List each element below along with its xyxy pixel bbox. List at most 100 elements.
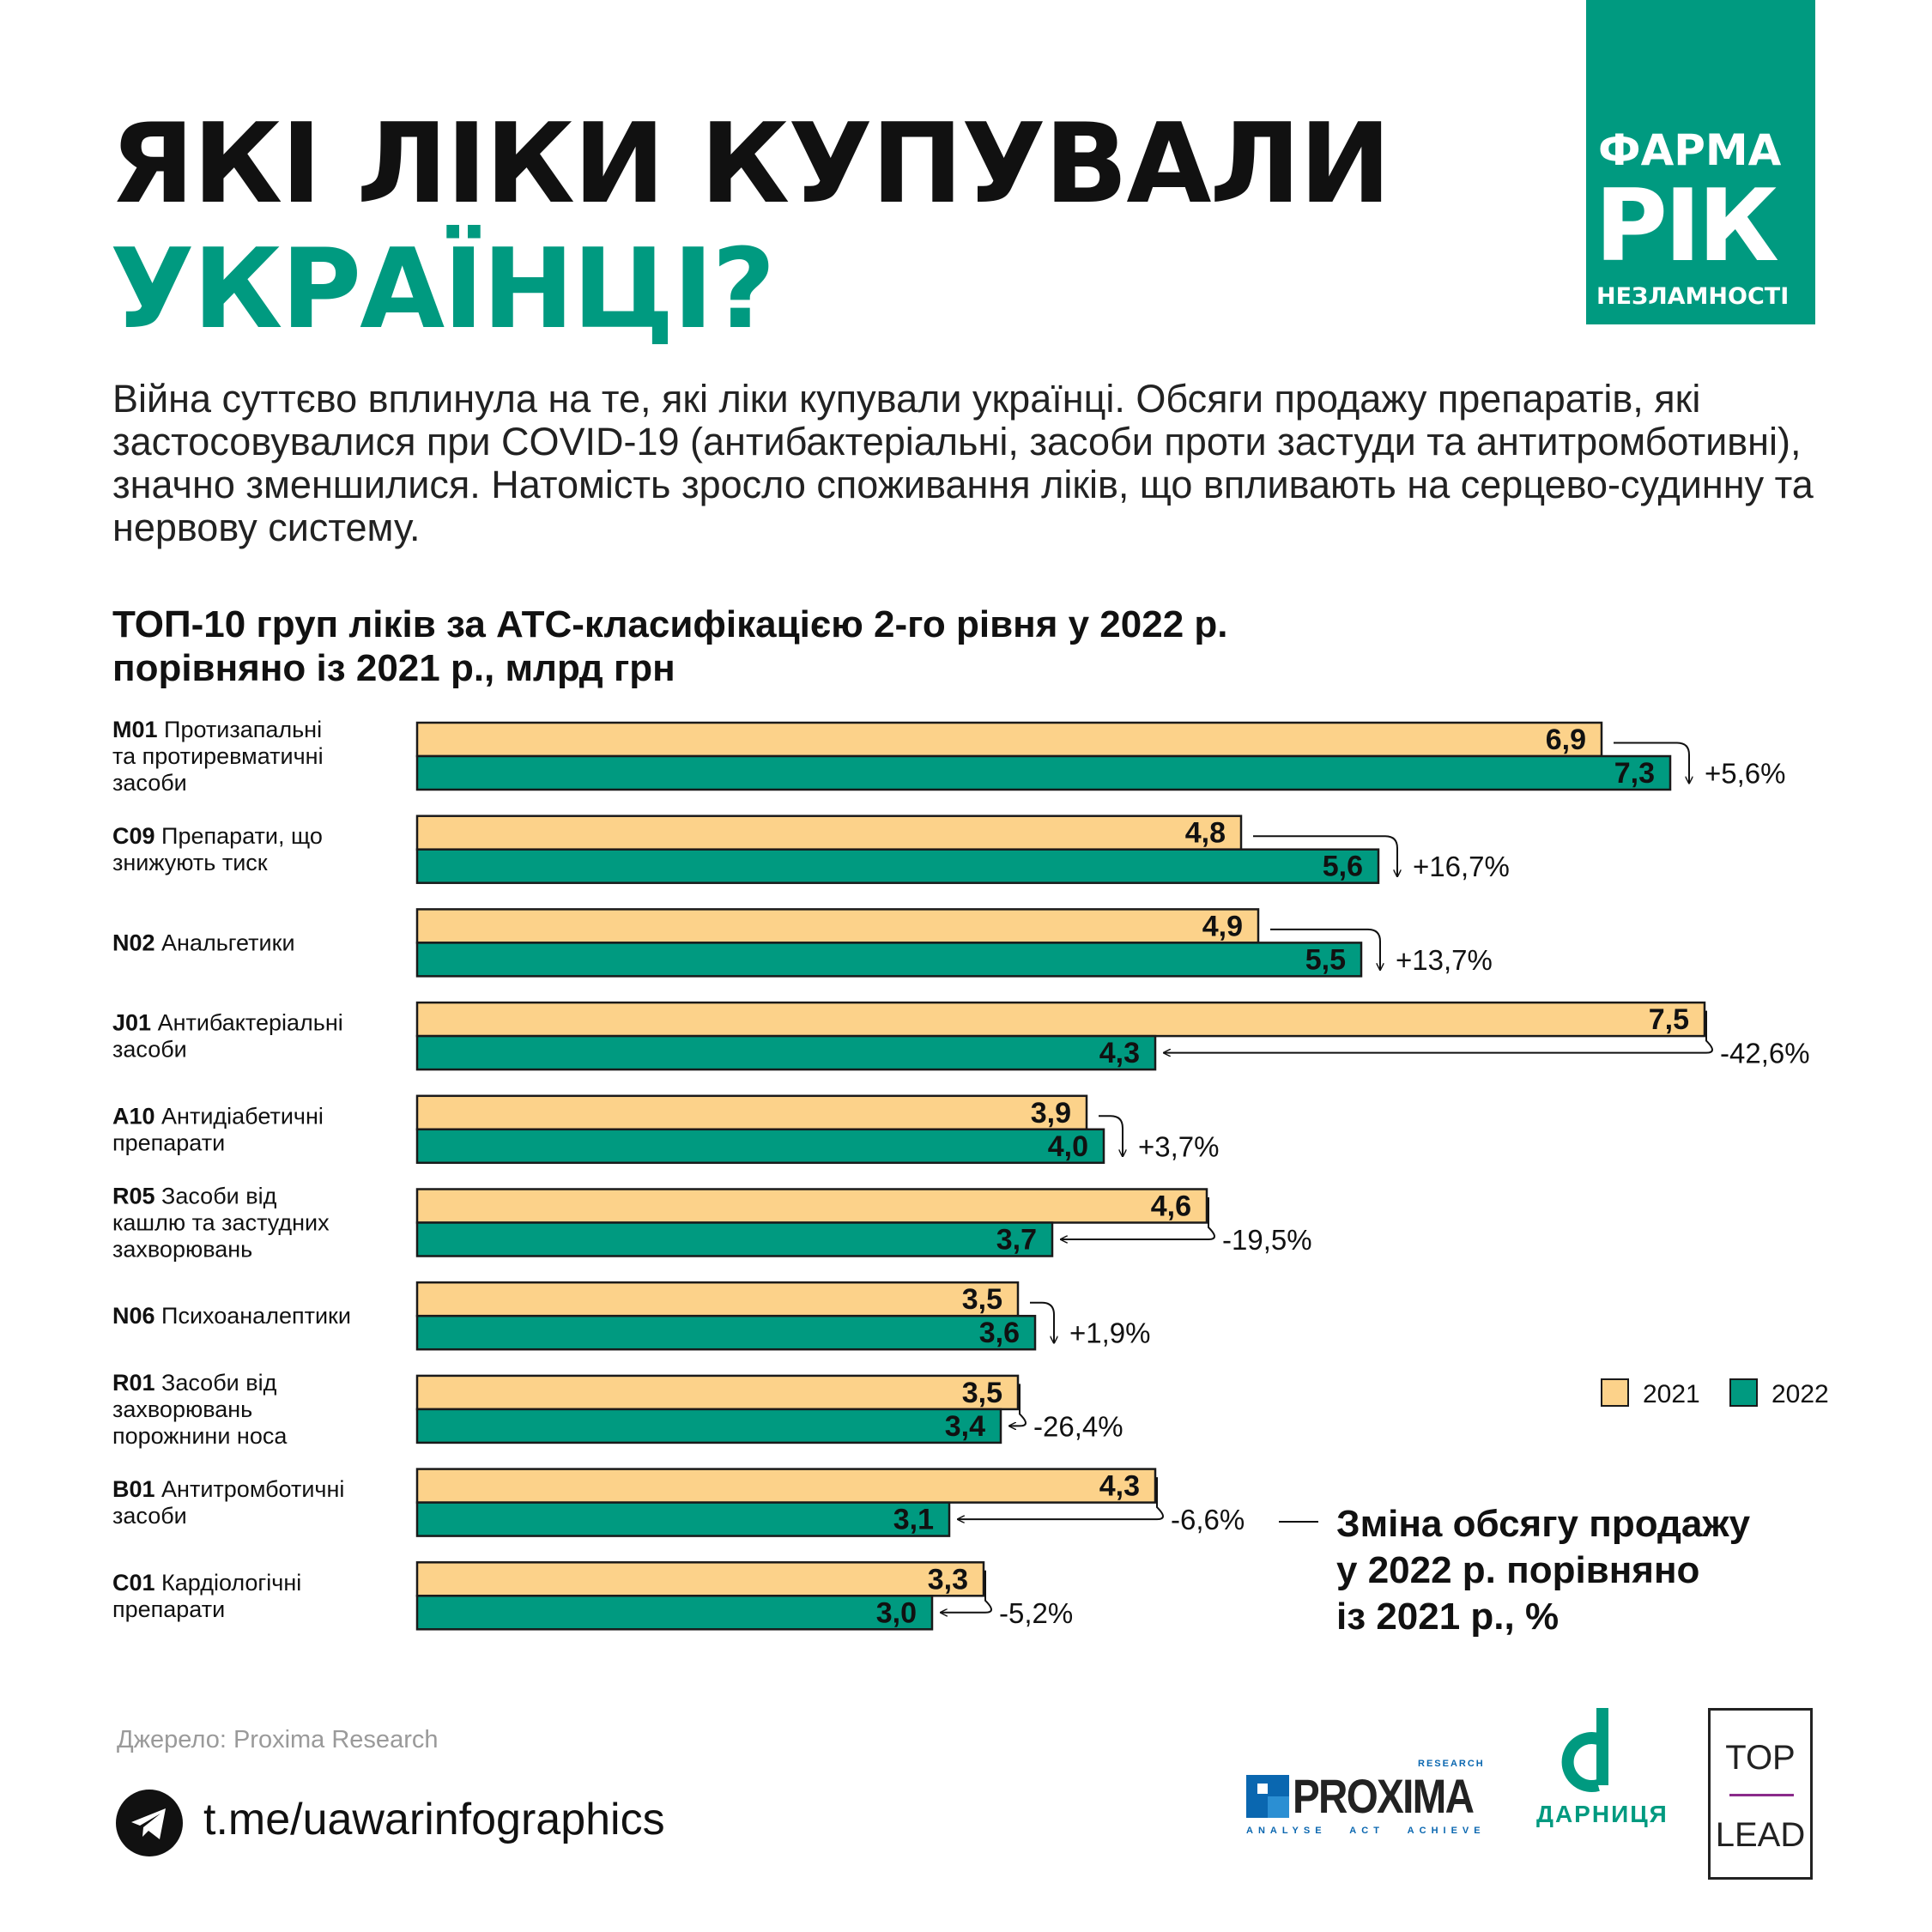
bar-2022 [415,942,1363,978]
change-arrow [941,1570,992,1613]
value-label-2021: 3,3 [928,1563,968,1596]
change-arrow [1099,1115,1123,1156]
top-lead-top: TOP [1725,1739,1796,1777]
value-label-2021: 3,5 [962,1377,1002,1409]
bar-2021 [415,1188,1208,1224]
pharma-year-logo: ФАРМА РІК НЕЗЛАМНОСТІ [1586,0,1815,324]
darnitsa-logo: ДАРНИЦЯ [1536,1708,1674,1832]
bar-2021 [415,1094,1088,1131]
bar-2022 [415,1501,951,1537]
change-label: +1,9% [1069,1317,1151,1349]
bar-2021 [415,1468,1157,1504]
change-label: +16,7% [1413,851,1510,882]
title-line-2: УКРАЇНЦІ? [110,226,776,354]
bar-2021 [415,1561,985,1597]
value-label-2021: 4,9 [1202,910,1243,942]
darnitsa-name: ДАРНИЦЯ [1536,1801,1669,1827]
bar-2021 [415,1001,1706,1038]
value-label-2022: 3,1 [893,1504,934,1536]
value-label-2021: 4,6 [1151,1190,1191,1223]
bar-2021 [415,908,1260,944]
bar-2022 [415,1314,1037,1351]
change-arrow [958,1477,1164,1519]
title-line-1: ЯКІ ЛІКИ КУПУВАЛИ [110,100,1391,228]
category-label: N06 Психоаналептики [112,1303,351,1329]
bar-2022 [415,1595,934,1631]
change-label: +13,7% [1396,944,1493,976]
logo-line-3: НЕЗЛАМНОСТІ [1596,283,1790,310]
value-label-2021: 7,5 [1649,1003,1689,1036]
category-label: J01 Антибактеріальні засоби [112,1010,343,1063]
chart-title-line-1: ТОП-10 груп ліків за АТС-класифікацією 2… [112,603,1228,645]
category-label: M01 Протизапальні та протиревматичні засоб… [112,717,324,796]
value-label-2022: 4,3 [1099,1037,1140,1069]
proxima-tagline: ANALYSE ACT ACHIEVE [1246,1826,1486,1836]
bar-2021 [415,1281,1020,1317]
annotation-text: із 2021 р., % [1336,1596,1559,1638]
change-label: +3,7% [1138,1130,1220,1162]
top-lead-bottom: LEAD [1715,1816,1806,1854]
bar-2021 [415,1374,1020,1411]
bar-2022 [415,754,1672,791]
category-label: A10 Антидіабетичні препарати [112,1103,324,1155]
value-label-2021: 6,9 [1546,724,1586,756]
category-label: N02 Анальгетики [112,930,295,955]
change-label: +5,6% [1705,758,1786,790]
chart-title: ТОП-10 груп ліків за АТС-класифікацією 2… [112,603,1228,690]
bar-2022 [415,1221,1054,1257]
logo-line-2: РІК [1595,168,1779,284]
category-label: C01 Кардіологічні препарати [112,1570,301,1622]
change-arrow [1270,928,1380,970]
value-label-2022: 7,3 [1614,757,1655,790]
change-arrow [1009,1384,1027,1426]
annotation-text: Зміна обсягу продажу [1336,1503,1751,1545]
category-label: B01 Антитромботичні засоби [112,1476,344,1529]
telegram-icon[interactable] [116,1790,183,1856]
value-label-2022: 3,4 [945,1410,985,1443]
value-label-2022: 4,0 [1048,1130,1088,1163]
chart-title-line-2: порівняно із 2021 р., млрд грн [112,647,675,689]
bar-2021 [415,721,1603,758]
value-label-2022: 3,6 [979,1317,1020,1349]
bar-2022 [415,1408,1002,1444]
change-arrow [1164,1010,1713,1053]
category-label: R05 Засоби від кашлю та застудних захворюв… [112,1184,330,1263]
bar-2022 [415,1034,1157,1071]
category-label: C09 Препарати, що знижують тиск [112,823,323,875]
legend-swatch-2021 [1601,1378,1629,1407]
value-label-2021: 3,9 [1031,1097,1071,1130]
change-label: -5,2% [999,1597,1073,1629]
value-label-2022: 3,0 [876,1596,917,1629]
value-label-2022: 5,5 [1305,943,1346,976]
change-label: -19,5% [1222,1224,1312,1256]
change-arrow [1061,1197,1215,1239]
value-label-2021: 4,3 [1099,1470,1140,1503]
proxima-logo: RESEARCH PROXIMA ANALYSE ACT ACHIEVE [1246,1759,1495,1838]
top-lead-logo: TOP LEAD [1708,1708,1813,1880]
legend-label-2022: 2022 [1772,1380,1829,1408]
legend-label-2021: 2021 [1643,1380,1700,1408]
top-lead-divider [1729,1794,1794,1796]
bar-2022 [415,848,1380,884]
change-arrow [1030,1301,1054,1343]
logo-line-1: ФАРМА [1598,125,1782,175]
value-label-2022: 5,6 [1323,851,1363,883]
change-label: -6,6% [1171,1504,1245,1535]
proxima-research: RESEARCH [1418,1759,1485,1769]
legend-swatch-2022 [1729,1378,1758,1407]
telegram-link[interactable]: t.me/uawarinfographics [203,1795,665,1844]
intro-paragraph: Війна суттєво вплинула на те, які ліки к… [112,377,1814,549]
source-text: Джерело: Proxima Research [117,1726,439,1753]
change-arrow [1614,742,1689,784]
value-label-2021: 4,8 [1185,817,1226,850]
change-arrow [1253,835,1397,876]
value-label-2022: 3,7 [996,1224,1037,1257]
bar-2022 [415,1128,1105,1165]
proxima-name: PROXIMA [1293,1769,1475,1823]
category-label: R01 Засоби від захворювань порожнини носа [112,1370,288,1449]
annotation-text: у 2022 р. порівняно [1336,1549,1699,1591]
value-label-2021: 3,5 [962,1283,1002,1316]
change-label: -26,4% [1033,1410,1123,1442]
bar-2021 [415,815,1243,851]
